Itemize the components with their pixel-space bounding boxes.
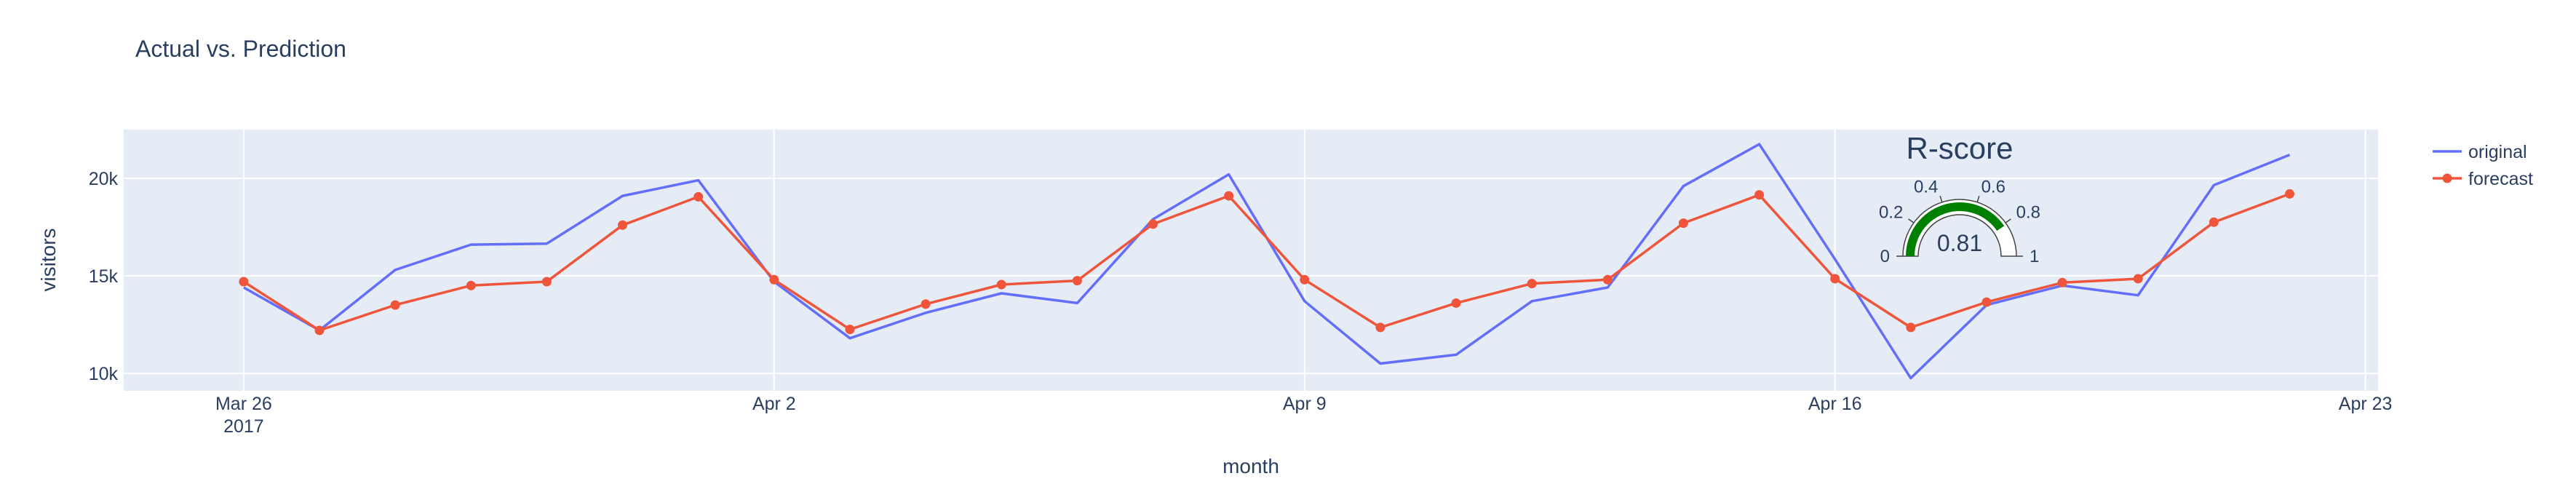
forecast-point: [541, 277, 552, 287]
x-tick-label: Apr 23: [2339, 394, 2393, 414]
legend-item-forecast[interactable]: forecast: [2433, 169, 2533, 189]
x-tick-label: Apr 9: [1283, 394, 1327, 414]
forecast-point: [769, 274, 779, 285]
forecast-point: [1754, 190, 1765, 200]
gauge-tick-label: 0.2: [1879, 203, 1903, 223]
forecast-point: [1981, 297, 1992, 307]
forecast-point: [314, 325, 325, 336]
gauge-tick: [1939, 196, 1943, 203]
forecast-point: [1451, 298, 1461, 308]
gauge-tick-label: 1: [2030, 247, 2039, 266]
legend-marker-forecast: [2442, 173, 2452, 183]
forecast-point: [1678, 218, 1688, 229]
forecast-point: [239, 277, 249, 287]
x-axis-title: month: [1223, 455, 1279, 477]
gauge-tick: [1908, 218, 1915, 223]
legend-label: original: [2468, 142, 2527, 162]
gauge-tick-label: 0.4: [1914, 178, 1938, 197]
gauge-value-bar: [1906, 202, 2005, 256]
gauge-tick: [2005, 218, 2011, 223]
forecast-point: [1906, 322, 1916, 333]
y-tick-label: 20k: [89, 169, 119, 189]
forecast-point: [1375, 322, 1386, 333]
gauge-tick-label: 0.6: [1981, 178, 2005, 197]
forecast-point: [845, 325, 855, 335]
forecast-point: [1300, 274, 1310, 285]
forecast-point: [2209, 217, 2219, 227]
forecast-point: [2285, 189, 2295, 199]
legend-label: forecast: [2468, 169, 2533, 189]
gauge-value: 0.81: [1937, 230, 1982, 256]
gauge-tick-label: 0.8: [2016, 203, 2040, 223]
forecast-point: [1527, 279, 1537, 289]
forecast-point: [693, 191, 704, 202]
series-line-forecast: [242, 192, 2291, 332]
x-tick-label: Mar 26: [215, 394, 272, 414]
series-layer: [239, 143, 2295, 380]
forecast-point: [466, 280, 476, 290]
y-axis-title: visitors: [37, 228, 60, 291]
forecast-point: [996, 279, 1006, 290]
y-tick-label: 10k: [89, 364, 119, 384]
forecast-point: [1830, 274, 1840, 284]
gauge-title: R-score: [1906, 131, 2013, 165]
x-tick-label: Apr 16: [1808, 394, 1862, 414]
legend[interactable]: original forecast: [2433, 142, 2533, 189]
forecast-point: [921, 299, 931, 309]
chart-title: Actual vs. Prediction: [135, 36, 346, 62]
gauge-tick-label: 0: [1880, 247, 1890, 266]
forecast-point: [2133, 274, 2143, 284]
forecast-point: [390, 300, 400, 310]
x-tick-label: Apr 2: [752, 394, 796, 414]
y-axis-ticks: 10k 15k 20k: [89, 169, 119, 384]
forecast-point: [1224, 191, 1234, 201]
plot-area: [124, 130, 2378, 391]
grid-lines: [124, 130, 2378, 391]
gauge-tick: [1976, 196, 1980, 203]
forecast-point: [618, 220, 628, 230]
forecast-point: [1602, 274, 1613, 285]
forecast-point: [2057, 277, 2067, 287]
forecast-point: [1148, 219, 1158, 229]
legend-item-original[interactable]: original: [2433, 142, 2527, 162]
x-tick-sublabel: 2017: [223, 416, 264, 437]
forecast-point: [1072, 276, 1082, 286]
y-tick-label: 15k: [89, 266, 119, 287]
